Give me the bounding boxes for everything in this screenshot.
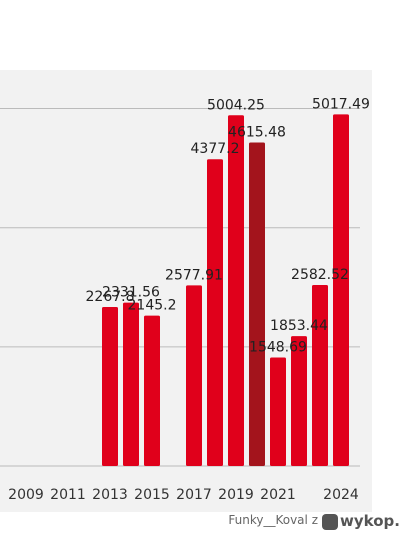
bar: [102, 307, 118, 466]
bar: [144, 315, 160, 466]
value-label: 4377.2: [191, 141, 240, 157]
value-label: 1853.44: [270, 318, 328, 334]
x-tick-label: 2015: [134, 487, 170, 503]
bar: [312, 284, 328, 466]
value-label: 2145.2: [128, 298, 177, 314]
x-tick-label: 2019: [218, 487, 254, 503]
value-label: 2582.52: [291, 267, 349, 283]
value-label: 1548.69: [249, 339, 307, 355]
bar: [123, 302, 139, 466]
x-tick-label: 2024: [323, 487, 359, 503]
x-tick-label: 2011: [50, 487, 86, 503]
bar: [333, 114, 349, 467]
bar: [207, 159, 223, 467]
bar: [249, 142, 265, 467]
x-tick-label: 2013: [92, 487, 128, 503]
watermark-logo: [322, 514, 338, 530]
value-label: 2577.91: [165, 267, 223, 283]
bar: [186, 285, 202, 466]
x-tick-label: 2017: [176, 487, 212, 503]
bar: [270, 357, 286, 466]
value-label: 5017.49: [312, 96, 370, 112]
value-label: 2331.56: [102, 285, 160, 301]
x-tick-label: 2021: [260, 487, 296, 503]
watermark-site: wykop.pl: [340, 512, 400, 530]
bar: [291, 336, 307, 466]
value-label: 4615.48: [228, 125, 286, 141]
value-label: 2267.8: [86, 289, 135, 305]
value-label: 5004.25: [207, 97, 265, 113]
bar: [228, 115, 244, 466]
watermark-author: Funky__Koval z: [228, 513, 318, 527]
x-tick-label: 2009: [8, 487, 44, 503]
